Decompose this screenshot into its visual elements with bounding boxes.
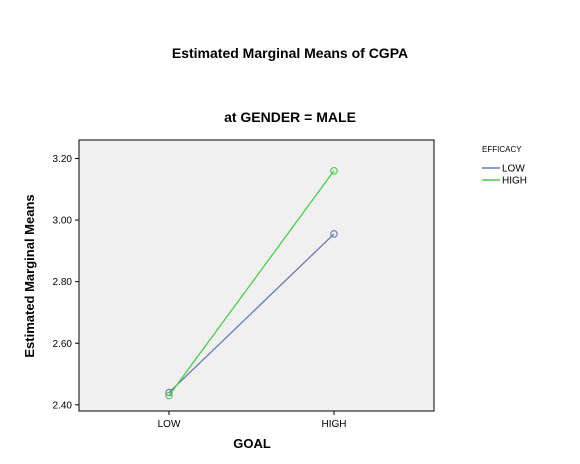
- y-tick-label: 3.00: [53, 216, 73, 227]
- legend-title: EFFICACY: [482, 145, 522, 154]
- y-axis-ticks: 2.40 2.60 2.80 3.00 3.20: [53, 154, 79, 411]
- y-tick-label: 2.40: [53, 400, 73, 411]
- data-point-high: [165, 391, 173, 400]
- x-tick-label: LOW: [158, 419, 181, 430]
- x-axis-ticks: LOW HIGH: [158, 411, 347, 430]
- data-point-low: [330, 230, 338, 238]
- y-tick-label: 2.80: [53, 277, 73, 288]
- series-layer: [165, 167, 338, 400]
- data-point-low: [165, 388, 173, 397]
- legend-label-low: LOW: [502, 164, 525, 175]
- chart-title: Estimated Marginal Means of CGPA: [172, 45, 408, 61]
- series-line-low: [168, 233, 335, 393]
- legend-label-high: HIGH: [502, 176, 527, 187]
- x-axis-title: GOAL: [233, 436, 271, 451]
- x-tick-label: HIGH: [322, 419, 347, 430]
- series-line-high: [168, 170, 335, 396]
- y-tick-label: 2.60: [53, 339, 73, 350]
- y-axis-title: Estimated Marginal Means: [22, 194, 37, 357]
- y-tick-label: 3.20: [53, 154, 73, 165]
- data-point-high: [330, 167, 338, 175]
- chart-subtitle: at GENDER = MALE: [224, 109, 356, 125]
